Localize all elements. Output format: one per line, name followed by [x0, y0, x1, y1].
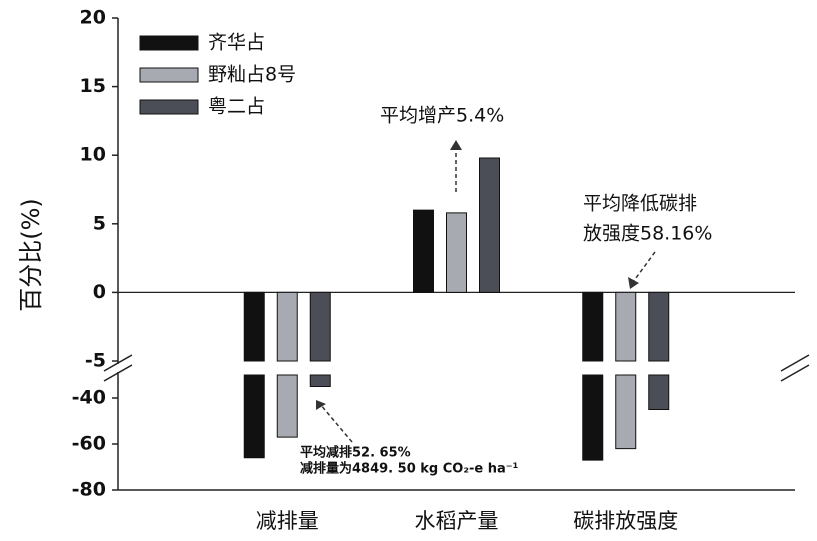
- axis-break: [780, 354, 810, 372]
- axis-break: [780, 364, 810, 382]
- bar: [413, 209, 434, 293]
- arrows: [319, 146, 656, 443]
- x-tick-label: 水稻产量: [415, 509, 499, 533]
- annotation: 平均减排52. 65%: [300, 445, 411, 461]
- y-tick-label: 5: [93, 212, 106, 234]
- legend-label: 齐华占: [208, 32, 265, 54]
- bar: [276, 291, 298, 438]
- y-tick-label: 10: [80, 144, 106, 166]
- annotation: 减排量为4849. 50 kg CO₂-e ha⁻¹: [300, 461, 518, 477]
- y-tick-label: 0: [93, 281, 106, 303]
- y-tick-label: 15: [80, 75, 106, 97]
- axis-break: [103, 364, 133, 382]
- x-tick-label: 碳排放强度: [573, 509, 678, 533]
- annotation: 平均增产5.4%: [380, 105, 504, 127]
- bar: [615, 291, 637, 450]
- y-tick-label: -5: [85, 350, 106, 372]
- bar: [479, 157, 500, 293]
- arrow-heads: [316, 140, 639, 410]
- legend-label: 粤二占: [208, 96, 265, 118]
- bar: [446, 212, 467, 293]
- axis-break: [103, 354, 133, 372]
- bar: [648, 291, 670, 410]
- legend-swatch: [139, 99, 199, 115]
- bar: [243, 291, 265, 459]
- y-tick-label: -80: [72, 479, 106, 501]
- bar: [582, 291, 604, 461]
- y-axis-label: 百分比(%): [17, 198, 45, 312]
- x-tick-label: 减排量: [256, 509, 319, 533]
- annotation: 放强度58.16%: [583, 223, 712, 245]
- y-tick-label: 20: [80, 7, 106, 29]
- bar: [309, 291, 331, 387]
- annotation: 平均降低碳排: [583, 193, 697, 215]
- legend-label: 野籼占8号: [208, 64, 296, 86]
- legend-swatch: [139, 67, 199, 83]
- y-tick-label: -40: [72, 387, 106, 409]
- legend-swatch: [139, 35, 199, 51]
- y-tick-label: -60: [72, 433, 106, 455]
